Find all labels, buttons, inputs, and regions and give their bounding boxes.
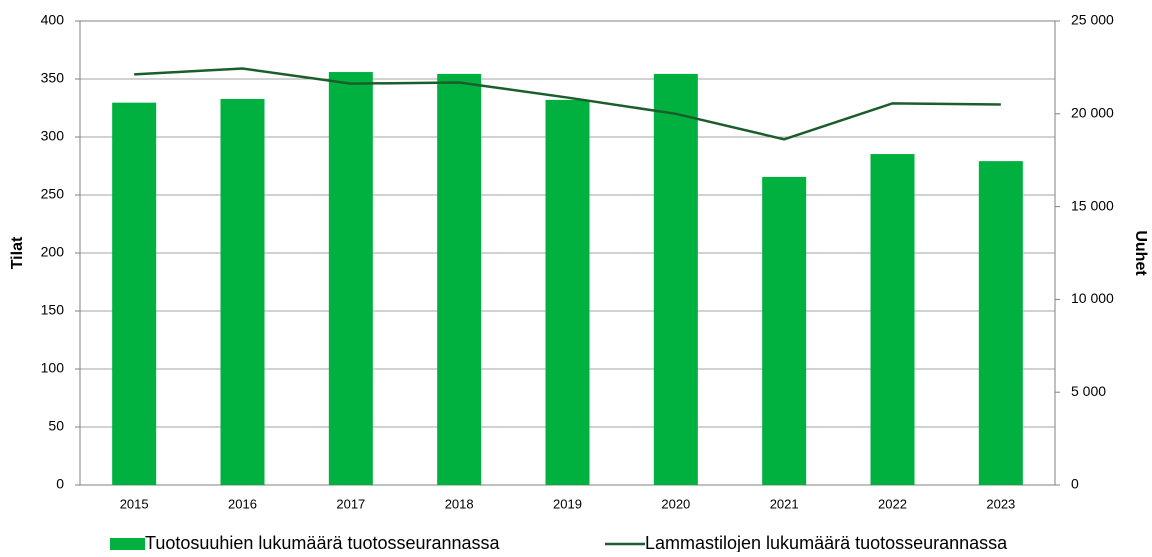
y-tick-label: 150 [41, 302, 65, 318]
x-tick-label: 2017 [336, 496, 365, 511]
y2-tick-label: 20 000 [1071, 105, 1114, 121]
legend-label: Lammastilojen lukumäärä tuotosseurannass… [645, 533, 1008, 552]
y-tick-label: 0 [56, 476, 64, 492]
y-axis-title: Tilat [9, 236, 26, 269]
y2-tick-label: 15 000 [1071, 197, 1114, 213]
legend-label: Tuotosuuhien lukumäärä tuotosseurannassa [145, 533, 501, 552]
x-tick-label: 2019 [553, 496, 582, 511]
y-tick-label: 200 [41, 244, 65, 260]
x-tick-label: 2020 [661, 496, 690, 511]
x-tick-label: 2023 [986, 496, 1015, 511]
bar [328, 72, 373, 485]
y2-tick-label: 25 000 [1071, 12, 1114, 28]
x-tick-label: 2016 [228, 496, 257, 511]
bar [978, 161, 1023, 486]
bar [437, 73, 482, 486]
y-tick-label: 250 [41, 186, 65, 202]
y2-tick-label: 5 000 [1071, 383, 1106, 399]
bar [762, 176, 807, 486]
y-tick-label: 100 [41, 360, 65, 376]
x-tick-label: 2021 [770, 496, 799, 511]
y-tick-label: 50 [48, 418, 64, 434]
legend-swatch [110, 538, 145, 550]
bar [220, 98, 265, 486]
y-tick-label: 350 [41, 70, 65, 86]
bar [545, 99, 590, 485]
x-tick-label: 2018 [445, 496, 474, 511]
line [134, 67, 1001, 141]
x-tick-label: 2022 [878, 496, 907, 511]
bar [112, 102, 157, 485]
y-tick-label: 300 [41, 128, 65, 144]
y-tick-label: 400 [41, 12, 65, 28]
y2-axis-title: Uuhet [1132, 230, 1149, 276]
x-tick-label: 2015 [120, 496, 149, 511]
y2-tick-label: 0 [1071, 476, 1079, 492]
y2-tick-label: 10 000 [1071, 290, 1114, 306]
bar [653, 73, 698, 486]
bar [870, 154, 915, 485]
